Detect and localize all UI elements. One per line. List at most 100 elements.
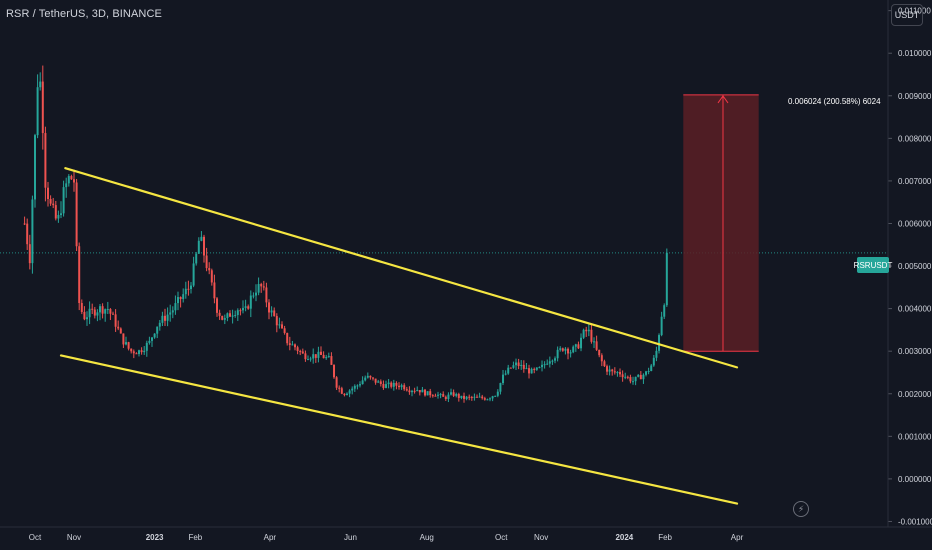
- candle-body: [28, 244, 31, 264]
- candle-body: [359, 384, 362, 386]
- candle-body: [481, 396, 484, 399]
- candle-body: [574, 344, 577, 347]
- candle-body: [515, 362, 518, 366]
- candle-body: [629, 377, 632, 382]
- candle-body: [114, 314, 117, 327]
- candle-body: [595, 341, 598, 350]
- candle-body: [184, 288, 187, 295]
- candle-body: [405, 389, 408, 391]
- candle-body: [556, 349, 559, 359]
- candle-body: [145, 342, 148, 351]
- candle-body: [551, 360, 554, 362]
- measure-box[interactable]: [683, 94, 759, 352]
- candle-body: [478, 396, 481, 398]
- candle-body: [195, 253, 198, 264]
- candle-body: [626, 376, 629, 378]
- lightning-bolt-icon[interactable]: ⚡: [793, 501, 809, 517]
- y-tick-label: 0.009000: [898, 92, 932, 101]
- candle-body: [218, 312, 221, 316]
- candle-body: [268, 302, 271, 313]
- candle-body: [387, 382, 390, 385]
- candle-body: [101, 306, 104, 314]
- candle-body: [234, 314, 237, 316]
- y-tick-label: 0.002000: [898, 390, 932, 399]
- candle-body: [174, 303, 177, 311]
- candle-body: [525, 368, 528, 370]
- candle-body: [265, 287, 268, 303]
- currency-button[interactable]: USDT: [891, 4, 923, 26]
- candle-body: [83, 311, 86, 320]
- y-tick-label: 0.005000: [898, 262, 932, 271]
- candle-body: [559, 348, 562, 350]
- candle-body: [161, 315, 164, 323]
- x-tick-label: Oct: [29, 533, 42, 542]
- candle-body: [528, 368, 531, 374]
- candle-body: [333, 364, 336, 378]
- candle-body: [416, 390, 419, 392]
- candle-body: [437, 394, 440, 396]
- y-tick-label: 0.004000: [898, 305, 932, 314]
- candle-body: [598, 349, 601, 356]
- candle-body: [208, 268, 211, 271]
- candle-body: [408, 390, 411, 393]
- candle-body: [582, 329, 585, 338]
- candle-body: [47, 187, 50, 200]
- candle-body: [190, 285, 193, 290]
- candle-body: [442, 394, 445, 397]
- candle-body: [403, 385, 406, 390]
- candle-body: [624, 376, 627, 378]
- candle-body: [338, 387, 341, 389]
- candle-body: [507, 367, 510, 374]
- y-tick-label: 0.010000: [898, 49, 932, 58]
- candle-body: [580, 337, 583, 349]
- measure-label: 0.006024 (200.58%) 6024: [788, 97, 881, 106]
- candle-body: [78, 246, 81, 303]
- candle-body: [650, 365, 653, 372]
- x-tick-label: Feb: [658, 533, 672, 542]
- candle-body: [491, 396, 494, 399]
- candle-body: [457, 393, 460, 398]
- candle-body: [460, 395, 463, 398]
- candle-body: [31, 199, 34, 264]
- candle-body: [468, 396, 471, 398]
- candle-body: [122, 333, 125, 345]
- candle-body: [621, 374, 624, 378]
- candle-body: [203, 236, 206, 256]
- candle-body: [49, 199, 52, 204]
- candle-body: [255, 292, 258, 296]
- candle-body: [616, 372, 619, 374]
- candle-body: [39, 81, 42, 88]
- candle-body: [119, 328, 122, 334]
- candle-body: [465, 396, 468, 399]
- candle-body: [75, 182, 78, 247]
- candle-body: [348, 390, 351, 394]
- candle-body: [421, 389, 424, 393]
- candle-body: [447, 394, 450, 399]
- candle-body: [455, 393, 458, 396]
- candle-body: [109, 309, 112, 314]
- candle-body: [153, 333, 156, 338]
- candle-body: [23, 223, 26, 225]
- candle-body: [96, 312, 99, 316]
- candle-body: [543, 364, 546, 366]
- candle-body: [499, 383, 502, 392]
- candle-body: [476, 396, 479, 398]
- candle-body: [392, 382, 395, 387]
- candle-body: [166, 314, 169, 321]
- x-tick-label: 2024: [615, 533, 633, 542]
- candle-body: [169, 312, 172, 315]
- candle-body: [283, 328, 286, 333]
- trendline-lower[interactable]: [59, 354, 739, 505]
- candle-body: [637, 374, 640, 377]
- candle-body: [299, 350, 302, 352]
- candle-body: [663, 305, 666, 317]
- candle-body: [93, 309, 96, 316]
- y-tick-label: 0.006000: [898, 219, 932, 228]
- x-tick-label: Feb: [188, 533, 202, 542]
- candle-body: [658, 335, 661, 351]
- candle-body: [398, 385, 401, 388]
- trendline-upper[interactable]: [64, 167, 739, 369]
- candle-body: [26, 223, 29, 245]
